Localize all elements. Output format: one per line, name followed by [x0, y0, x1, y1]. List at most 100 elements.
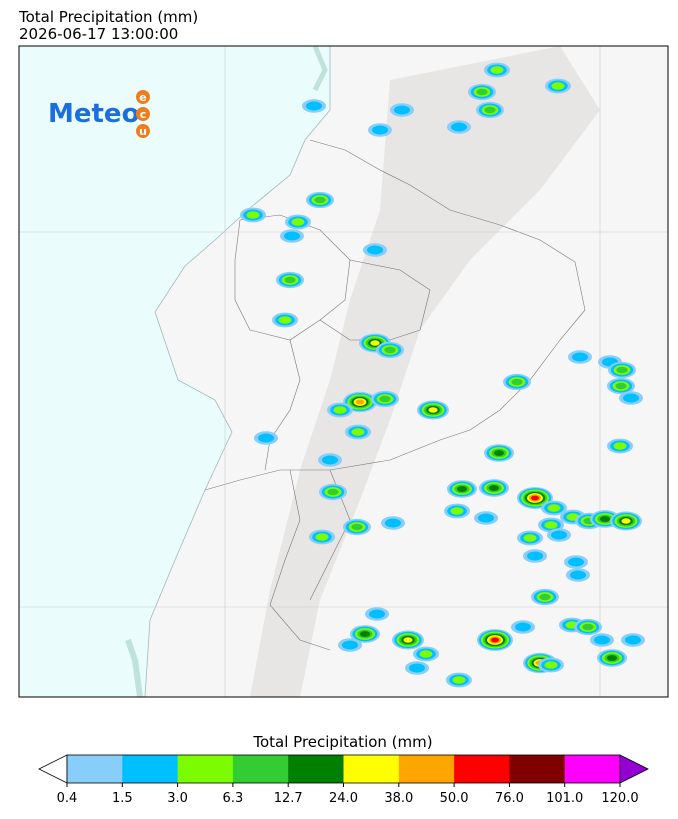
colorbar-tick-label: 120.0 [601, 791, 638, 806]
rain-cell [315, 533, 329, 541]
rain-cell [623, 393, 639, 403]
rain-cell [451, 122, 467, 132]
rain-cell [600, 516, 610, 522]
rain-cell [314, 196, 326, 204]
rain-cell [278, 316, 292, 324]
rain-cell [572, 352, 588, 362]
rain-cell [409, 663, 425, 673]
rain-cell [478, 513, 494, 523]
colorbar-tick-label: 3.0 [167, 791, 188, 806]
colorbar-segment [177, 755, 234, 783]
rain-cell [613, 442, 627, 450]
colorbar-segment [122, 755, 179, 783]
logo: Meteo ecu [48, 90, 150, 138]
rain-cell [351, 428, 365, 436]
colorbar-segment [343, 755, 400, 783]
rain-cell [452, 676, 466, 684]
coast-shade [125, 639, 143, 697]
colorbar-segment [398, 755, 455, 783]
colorbar-tick-label: 6.3 [223, 791, 244, 806]
rain-cell [568, 557, 584, 567]
rain-cell [342, 640, 358, 650]
colorbar-segment [454, 755, 510, 783]
rain-cell [527, 551, 543, 561]
rain-cell [284, 231, 300, 241]
colorbar-tick-label: 24.0 [329, 791, 358, 806]
rain-cell [551, 82, 565, 90]
colorbar-segment [288, 755, 344, 783]
rain-cell [403, 637, 413, 643]
rain-cell [306, 101, 322, 111]
colorbar-segment [232, 755, 289, 783]
rain-cell [379, 395, 391, 403]
rain-cell [490, 66, 504, 74]
rain-cell [370, 340, 380, 346]
rain-cell [515, 622, 531, 632]
colorbar-tick-label: 38.0 [384, 791, 413, 806]
rain-cell [394, 105, 410, 115]
rain-cell [284, 276, 296, 284]
logo-text: Meteo [48, 99, 139, 129]
rain-cell [616, 366, 628, 374]
mountains [250, 46, 600, 697]
rain-cell [625, 635, 641, 645]
rain-cell [615, 382, 627, 390]
rain-cell [607, 655, 617, 661]
rain-cell [360, 631, 370, 637]
colorbar-tick-label: 1.5 [112, 791, 133, 806]
rain-cell [539, 593, 551, 601]
rain-cell [372, 125, 388, 135]
rain-cell [246, 211, 260, 219]
colorbar-tick-label: 101.0 [546, 791, 583, 806]
rain-cell [570, 570, 586, 580]
colorbar-under [38, 754, 68, 784]
rain-cell [547, 504, 561, 512]
logo-letter: u [139, 125, 147, 138]
rain-cell [594, 635, 610, 645]
colorbar-segment [564, 755, 621, 783]
colorbar-tick-label: 12.7 [274, 791, 303, 806]
rain-cell [450, 507, 464, 515]
colorbar-segment [67, 755, 123, 783]
borders [204, 139, 586, 651]
colorbar-tick-label: 76.0 [495, 791, 524, 806]
rain-cell [489, 485, 499, 491]
logo-dot [136, 124, 150, 138]
rain-cell [419, 650, 433, 658]
rain-cell [457, 486, 467, 492]
rain-cell [544, 521, 558, 529]
rain-cell [327, 488, 339, 496]
map [19, 46, 668, 697]
rain-cell [484, 106, 496, 114]
rain-cell [531, 495, 539, 501]
rain-cell [367, 245, 383, 255]
colorbar-segment [509, 755, 566, 783]
precipitation [240, 62, 645, 688]
rain-cell [494, 450, 504, 456]
subtitle: 2026-06-17 13:00:00 [19, 25, 178, 43]
logo-dot [136, 107, 150, 121]
rain-cell [333, 406, 347, 414]
rain-cell [258, 433, 274, 443]
rain-cell [322, 455, 338, 465]
colorbar-tick-label: 50.0 [440, 791, 469, 806]
rain-cell [551, 530, 567, 540]
rain-cell [523, 534, 537, 542]
rain-cell [355, 399, 365, 405]
colorbar: Total Precipitation (mm) 0.4 1.5 3.0 6.3 12.… [38, 733, 649, 806]
rain-cell [621, 518, 631, 524]
rain-cell [351, 523, 363, 531]
colorbar-over [619, 754, 649, 784]
rain-cell [511, 378, 523, 386]
rain-cell [384, 346, 396, 354]
rain-cell [491, 637, 499, 643]
title: Total Precipitation (mm) [18, 8, 198, 26]
colorbar-label: Total Precipitation (mm) [252, 733, 432, 751]
rain-cell [544, 661, 558, 669]
coast-shade [312, 46, 328, 92]
logo-letter: e [139, 91, 146, 104]
colorbar-tick-label: 0.4 [57, 791, 78, 806]
rain-cell [428, 407, 438, 413]
map-frame [18, 45, 669, 698]
